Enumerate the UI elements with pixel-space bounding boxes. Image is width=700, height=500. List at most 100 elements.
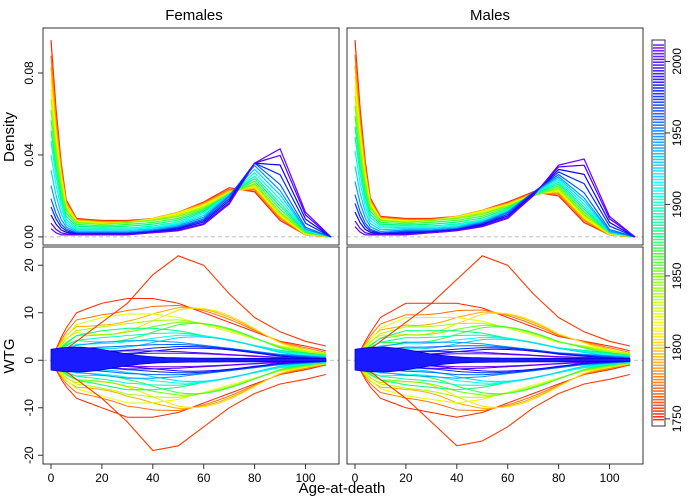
colorbar-slice: [653, 361, 664, 364]
colorbar-slice: [653, 75, 664, 78]
colorbar-slice: [653, 267, 664, 269]
colorbar-slice: [653, 255, 664, 258]
colorbar-slice: [653, 287, 664, 289]
density-curve-1850: [50, 109, 332, 238]
density-curve-1910: [50, 154, 332, 238]
density-curve-1895: [50, 141, 332, 238]
wtg-curve-1865-b: [50, 359, 326, 395]
density-curve-1925: [50, 168, 332, 238]
colorbar-slice: [653, 110, 664, 112]
colorbar-slice: [653, 253, 664, 255]
panel-frame: [42, 27, 340, 246]
density-curve-1880: [50, 130, 332, 238]
wtg-curve-1955-a: [50, 343, 326, 361]
colorbar-slice: [653, 195, 664, 198]
colorbar-slice: [653, 341, 664, 344]
x-tick-label: 40: [450, 471, 464, 485]
ylabel-wtg: WTG: [1, 339, 18, 374]
colorbar-slice: [653, 304, 664, 307]
colorbar-slice: [653, 47, 664, 49]
x-tick-label: 60: [501, 471, 515, 485]
colorbar-slice: [653, 212, 664, 215]
colorbar-slice: [653, 370, 664, 372]
colorbar-slice: [653, 181, 664, 184]
colorbar-slice: [653, 293, 664, 295]
colorbar-slice: [653, 241, 664, 244]
colorbar-slice: [653, 55, 664, 58]
colorbar-tick-label: 2000: [670, 48, 684, 75]
colorbar-slice: [653, 284, 664, 287]
wtg-modern-band: [354, 346, 631, 373]
colorbar-slice: [653, 112, 664, 115]
colorbar-slice: [653, 310, 664, 312]
colorbar-slice: [653, 384, 664, 387]
density-curve-2010: [50, 147, 332, 238]
wtg-curve-1820-a: [50, 313, 326, 361]
colorbar-slice: [653, 381, 664, 384]
colorbar-slice: [653, 238, 664, 241]
xlabel: Age-at-death: [299, 480, 386, 497]
wtg-curve-1805-a: [50, 307, 326, 361]
colorbar-slice: [653, 81, 664, 84]
colorbar-slice: [653, 324, 664, 327]
x-tick-label: 80: [248, 471, 262, 485]
colorbar-slice: [653, 175, 664, 178]
colorbar-slice: [653, 250, 664, 252]
panel-females-wtg: -20 -10 0 10 20 0 20 40 60 80 100: [22, 246, 340, 485]
wtg-modern-band: [50, 346, 327, 373]
colorbar-slice: [653, 298, 664, 301]
y-tick-label: 0.00: [22, 225, 36, 249]
panel-males-wtg: 0 20 40 60 80 100: [346, 246, 644, 485]
colorbar-slice: [653, 404, 664, 407]
colorbar-slice: [653, 373, 664, 375]
colorbar-slice: [653, 221, 664, 224]
colorbar-slice: [653, 72, 664, 75]
colorbar-slice: [653, 318, 664, 321]
colorbar-slice: [653, 135, 664, 138]
colorbar-slice: [653, 52, 664, 55]
colorbar-slice: [653, 207, 664, 209]
colorbar-slice: [653, 164, 664, 166]
colorbar-slice: [653, 410, 664, 412]
wtg-curve-1910-a: [50, 334, 326, 361]
colorbar-slice: [653, 127, 664, 129]
colorbar-slice: [653, 115, 664, 118]
density-curve-1880: [354, 126, 636, 238]
y-tick-label: 0.04: [22, 143, 36, 167]
colorbar-slice: [653, 227, 664, 229]
colorbar-slice: [653, 141, 664, 144]
y-tick-label: 10: [22, 306, 36, 320]
colorbar-slice: [653, 315, 664, 318]
colorbar-slice: [653, 275, 664, 278]
colorbar-slice: [653, 101, 664, 104]
colorbar-slice: [653, 44, 664, 46]
colorbar-slice: [653, 378, 664, 381]
colorbar-slice: [653, 321, 664, 324]
wtg-curve-1895-a: [50, 332, 326, 361]
colorbar-slice: [653, 210, 664, 212]
colorbar-slice: [653, 358, 664, 361]
wtg-curve-1955-a: [354, 345, 630, 361]
colorbar-slice: [653, 235, 664, 238]
colorbar-slice: [653, 64, 664, 66]
colorbar-slice: [653, 107, 664, 109]
wtg-curve-1805-a: [354, 312, 630, 361]
density-curve-1835: [354, 95, 636, 238]
colorbar-slice: [653, 158, 664, 161]
panel-frame: [346, 246, 644, 465]
colorbar-slice: [653, 138, 664, 141]
colorbar-slice: [653, 355, 664, 358]
colorbar-slice: [653, 92, 664, 95]
x-tick-label: 100: [600, 471, 620, 485]
wtg-curve-1850-a: [50, 321, 326, 361]
colorbar-slice: [653, 364, 664, 367]
colorbar-slice: [653, 264, 664, 267]
colorbar-slice: [653, 150, 664, 152]
colorbar-slice: [653, 258, 664, 261]
colorbar-slice: [653, 184, 664, 186]
colorbar-slice: [653, 295, 664, 298]
wtg-curve-1880-a: [50, 327, 326, 361]
colorbar-slice: [653, 58, 664, 61]
panel-frame: [346, 27, 644, 246]
colorbar-slice: [653, 333, 664, 335]
